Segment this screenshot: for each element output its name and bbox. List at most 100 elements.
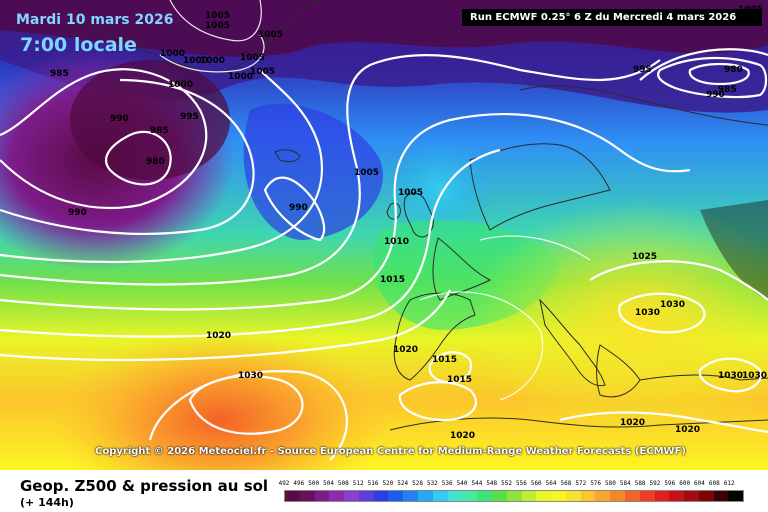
- isobar-label: 1030: [742, 371, 767, 381]
- isobar-label: 1005: [250, 67, 275, 77]
- isobar-980-arctic: [657, 56, 768, 99]
- isobar-990-arctic: [639, 48, 768, 81]
- isobar-labels: 1005 1005 1005 1005 1005 1000 1000 1000 …: [50, 5, 767, 441]
- legend-swatch: [610, 491, 625, 501]
- legend-label: 596: [664, 480, 676, 487]
- legend-swatch: [713, 491, 729, 501]
- color-scale-legend: 492 496 500 504 508 512 516 520 524 528 532 536 540 5…: [279, 480, 744, 506]
- legend-label: 512: [352, 480, 364, 487]
- isobar-995: [0, 78, 255, 236]
- legend-label: 536: [441, 480, 453, 487]
- isobar-1025-outer: [148, 370, 348, 461]
- isobar-1020-central: [479, 235, 591, 261]
- isobar-1005: [0, 54, 661, 286]
- z500-cyan-area: [385, 135, 495, 245]
- legend-swatch: [624, 491, 640, 501]
- balkans-coast: [596, 344, 641, 398]
- isobar-label: 1000: [200, 56, 225, 66]
- isobar-label: 1000: [160, 49, 185, 59]
- legend-swatch: [565, 491, 581, 501]
- isobar-label: 995: [180, 112, 199, 122]
- legend-swatch: [477, 491, 492, 501]
- forecast-time: 7:00 locale: [20, 34, 137, 56]
- legend-label: 548: [486, 480, 498, 487]
- isobar-label: 980: [724, 65, 743, 75]
- legend-label: 564: [545, 480, 557, 487]
- isobar-label: 1020: [393, 345, 418, 355]
- isobar-label: 1005: [258, 30, 283, 40]
- isobar-1020: [0, 289, 451, 362]
- isobar-1030-southeast: [698, 357, 762, 393]
- isobar-label: 990: [289, 203, 308, 213]
- legend-label: 520: [382, 480, 394, 487]
- scandinavia-coast: [469, 143, 611, 231]
- legend-swatch: [314, 491, 330, 501]
- legend-label: 500: [308, 480, 320, 487]
- product-title: Geop. Z500 & pression au sol: [20, 477, 269, 495]
- isobar-label: 1015: [447, 375, 472, 385]
- isobar-label: 1015: [380, 275, 405, 285]
- legend-label: 572: [575, 480, 587, 487]
- legend-label: 592: [649, 480, 661, 487]
- legend-label: 540: [456, 480, 468, 487]
- z500-dark-edge: [700, 200, 768, 300]
- isobar-label: 1000: [168, 80, 193, 90]
- isobar-label: 1030: [718, 371, 743, 381]
- legend-label: 504: [323, 480, 334, 487]
- legend-label: 580: [605, 480, 616, 487]
- legend-swatch: [506, 491, 522, 501]
- footer-bar: Geop. Z500 & pression au sol (+ 144h) 49…: [0, 470, 768, 512]
- isobar-1005-north: [169, 0, 262, 42]
- isobar-1025-east: [589, 260, 768, 301]
- legend-swatch: [299, 491, 315, 501]
- legend-label: 556: [515, 480, 527, 487]
- isobar-1020-south: [559, 411, 768, 434]
- coastlines: [79, 0, 768, 431]
- legend-label: 600: [679, 480, 691, 487]
- legend-label: 560: [530, 480, 542, 487]
- isobar-label: 990: [110, 114, 129, 124]
- legend-swatch: [418, 491, 433, 501]
- isobar-label: 990: [68, 208, 87, 218]
- isobar-label: 1010: [384, 237, 409, 247]
- z500-high-southwest: [50, 330, 390, 470]
- legend-swatch: [344, 491, 359, 501]
- legend-swatch: [728, 491, 744, 501]
- legend-label: 524: [397, 480, 409, 487]
- legend-swatch: [358, 491, 374, 501]
- isobar-label: 990: [706, 90, 725, 100]
- legend-label: 492: [278, 480, 290, 487]
- forecast-date: Mardi 10 mars 2026: [16, 12, 174, 28]
- isobar-label: 1015: [432, 355, 457, 365]
- legend-label: 568: [560, 480, 572, 487]
- legend-swatch: [684, 491, 699, 501]
- legend-labels: 492 496 500 504 508 512 516 520 524 528 532 536 540 5…: [279, 480, 744, 490]
- iberia-coast: [393, 292, 476, 381]
- greenland-coast: [79, 0, 321, 73]
- isobar-label: 1030: [238, 371, 263, 381]
- legend-swatch: [669, 491, 685, 501]
- legend-swatch: [329, 491, 345, 501]
- legend-swatch: [551, 491, 566, 501]
- legend-label: 604: [694, 480, 705, 487]
- legend-swatch: [285, 491, 300, 501]
- legend-label: 508: [337, 480, 349, 487]
- isobar-1010: [0, 113, 691, 311]
- isobar-label: 1005: [240, 53, 265, 63]
- legend-swatch: [580, 491, 596, 501]
- isobar-label: 985: [50, 69, 69, 79]
- isobar-label: 1025: [632, 252, 657, 262]
- isobar-label: 1005: [354, 168, 379, 178]
- legend-label: 584: [619, 480, 631, 487]
- legend-label: 588: [634, 480, 646, 487]
- isobar-label: 985: [718, 85, 737, 95]
- legend-swatch: [595, 491, 611, 501]
- isobar-label: 1005: [398, 188, 423, 198]
- map-canvas: 1005 1005 1005 1005 1005 1000 1000 1000 …: [0, 0, 768, 470]
- z500-ridge-east: [470, 200, 768, 440]
- copyright-notice: Copyright © 2026 Meteociel.fr - Source E…: [95, 446, 686, 457]
- legend-swatch: [491, 491, 507, 501]
- legend-label: 532: [426, 480, 438, 487]
- legend-label: 528: [412, 480, 423, 487]
- isobar-label: 1020: [206, 331, 231, 341]
